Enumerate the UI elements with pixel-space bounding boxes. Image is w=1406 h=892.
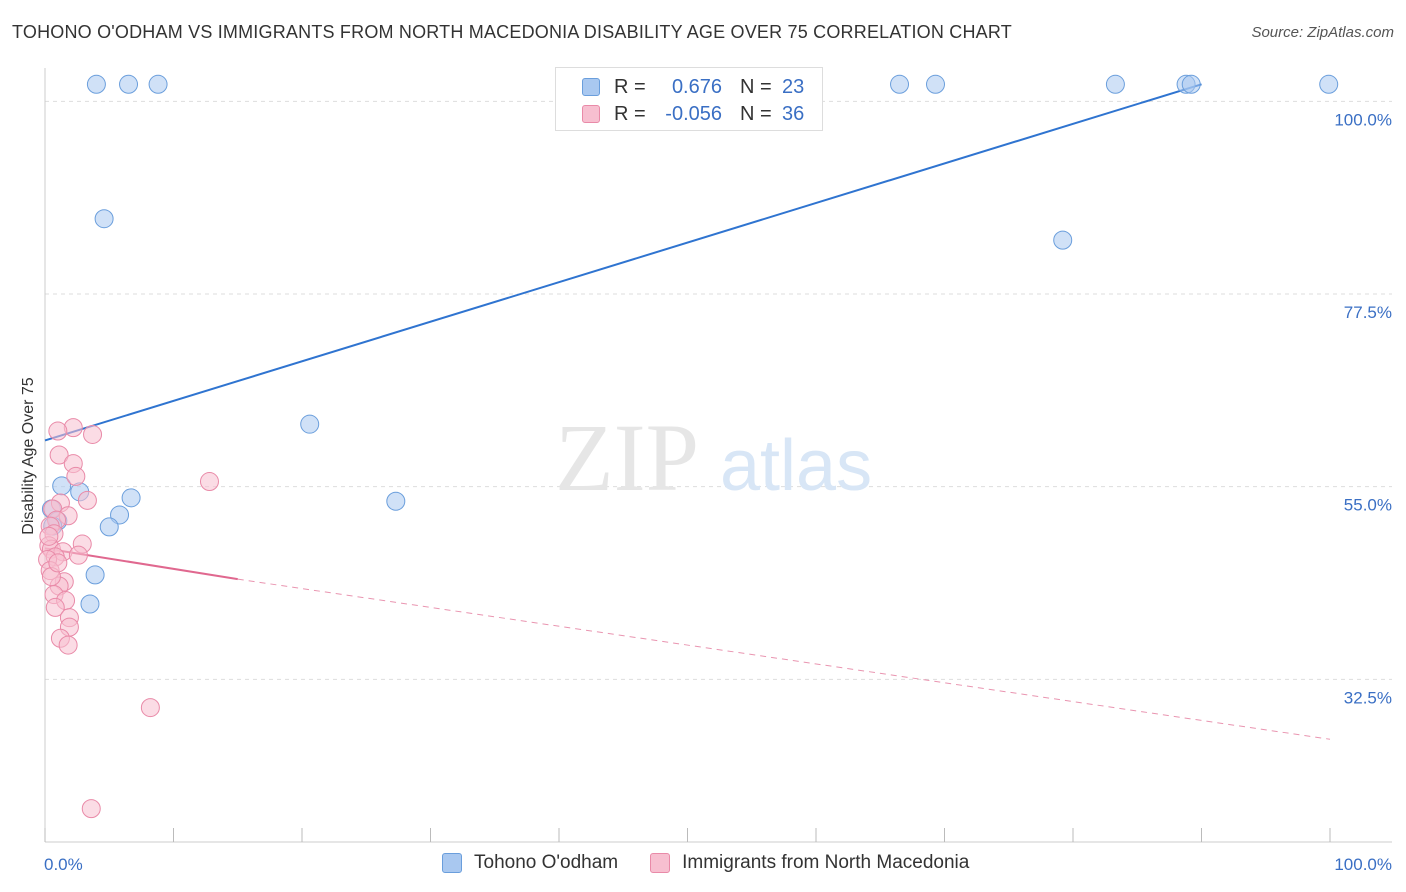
data-point-series-0 (148, 74, 168, 94)
data-point-series-1 (63, 418, 83, 438)
data-point-series-0 (85, 565, 105, 585)
data-point-series-1 (45, 597, 65, 617)
data-point-series-0 (1181, 74, 1201, 94)
data-point-series-1 (68, 545, 88, 565)
data-point-series-1 (58, 635, 78, 655)
data-point-series-1 (83, 424, 103, 444)
data-point-series-0 (1105, 74, 1125, 94)
data-point-series-1 (66, 466, 86, 486)
legend-row-tohono: R = 0.676 N = 23 (556, 73, 804, 101)
data-point-series-1 (39, 526, 59, 546)
data-point-series-0 (80, 594, 100, 614)
data-point-series-0 (86, 74, 106, 94)
series-legend-item-tohono: Tohono O'odham (442, 852, 618, 874)
data-point-series-0 (121, 488, 141, 508)
watermark-atlas: atlas (720, 426, 872, 506)
data-point-series-0 (99, 517, 119, 537)
watermark: ZIP atlas (555, 404, 872, 511)
data-point-series-1 (199, 472, 219, 492)
legend-row-macedonia: R = -0.056 N = 36 (556, 100, 804, 128)
axes (44, 68, 1392, 843)
legend-swatch-macedonia (582, 105, 600, 123)
data-points (38, 74, 1339, 819)
source-label: Source: ZipAtlas.com (1251, 24, 1394, 41)
x-tick-label: 100.0% (1334, 855, 1392, 874)
data-point-series-1 (140, 698, 160, 718)
data-point-series-0 (1319, 74, 1339, 94)
data-point-series-0 (1053, 230, 1073, 250)
series-swatch-tohono (442, 853, 462, 873)
y-tick-label: 32.5% (1344, 688, 1392, 707)
data-point-series-0 (119, 74, 139, 94)
series-legend-item-macedonia: Immigrants from North Macedonia (650, 852, 969, 874)
legend-n-label: N = (740, 102, 772, 125)
grid-lines (45, 100, 1392, 680)
trend-line-0 (44, 83, 1202, 442)
y-tick-label: 100.0% (1334, 110, 1392, 129)
y-axis-label: Disability Age Over 75 (20, 377, 37, 535)
data-point-series-1 (81, 799, 101, 819)
series-name-tohono: Tohono O'odham (474, 852, 619, 873)
data-point-series-1 (48, 553, 68, 573)
legend: R = 0.676 N = 23 R = -0.056 N = 36 (555, 67, 823, 131)
data-point-series-0 (386, 491, 406, 511)
legend-r-value: -0.056 (665, 102, 722, 125)
data-point-series-1 (48, 421, 68, 441)
series-legend: Tohono O'odham Immigrants from North Mac… (442, 852, 1001, 874)
trend-line-extension-1 (237, 578, 1331, 740)
legend-r-label: R = (614, 102, 646, 125)
legend-n-label: N = (740, 75, 772, 98)
data-point-series-0 (890, 74, 910, 94)
watermark-zip: ZIP (555, 404, 699, 511)
x-tick-label: 0.0% (44, 855, 83, 874)
legend-n-value: 36 (782, 102, 805, 125)
legend-r-value: 0.676 (671, 75, 722, 98)
legend-swatch-tohono (582, 78, 600, 96)
data-point-series-1 (77, 490, 97, 510)
y-tick-label: 55.0% (1344, 496, 1392, 515)
series-name-macedonia: Immigrants from North Macedonia (682, 852, 970, 873)
data-point-series-1 (49, 445, 69, 465)
data-point-series-0 (926, 74, 946, 94)
y-tick-label: 77.5% (1344, 303, 1392, 322)
chart-title: TOHONO O'ODHAM VS IMMIGRANTS FROM NORTH … (12, 22, 1012, 42)
data-point-series-0 (94, 209, 114, 229)
series-swatch-macedonia (650, 853, 671, 873)
legend-r-label: R = (614, 75, 646, 98)
data-point-series-0 (300, 414, 320, 434)
tick-labels: 32.5% 55.0% 77.5% 100.0% 0.0% 100.0% (44, 110, 1392, 874)
legend-n-value: 23 (782, 75, 805, 98)
